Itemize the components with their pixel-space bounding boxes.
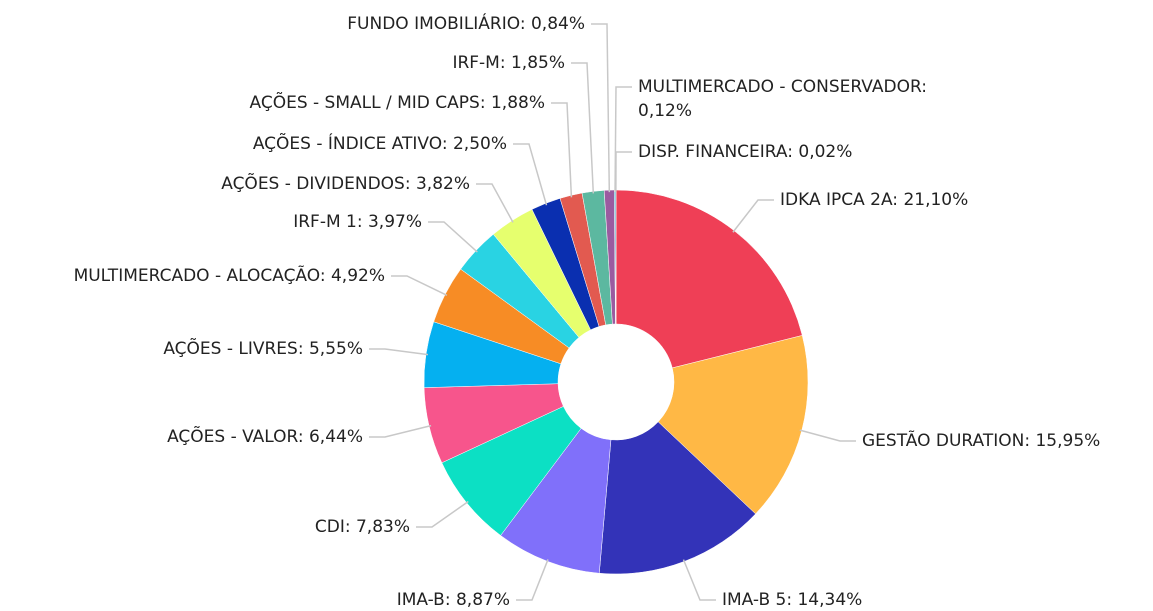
slice-value: 5,55% <box>309 339 363 359</box>
slice-label: AÇÕES - DIVIDENDOS: 3,82% <box>221 172 470 194</box>
slice-category: AÇÕES - VALOR: <box>167 425 304 447</box>
leader-line <box>551 102 573 198</box>
slice-category: GESTÃO DURATION: <box>862 429 1030 451</box>
slice-label: IDKA IPCA 2A: 21,10% <box>780 190 968 210</box>
slice-value: 4,92% <box>331 266 385 286</box>
leader-line <box>614 86 632 193</box>
slice-category: MULTIMERCADO - CONSERVADOR: <box>638 77 927 97</box>
slice-label: MULTIMERCADO - ALOCAÇÃO: 4,92% <box>74 264 385 286</box>
slice-category: DISP. FINANCEIRA: <box>638 142 793 162</box>
slice-category: IMA-B: <box>397 590 451 610</box>
slice-value: 15,95% <box>1035 431 1100 451</box>
slice-label: AÇÕES - SMALL / MID CAPS: 1,88% <box>250 91 546 113</box>
slice-label: AÇÕES - ÍNDICE ATIVO: 2,50% <box>253 132 507 154</box>
leader-line <box>369 348 429 356</box>
slice-label: IRF-M 1: 3,97% <box>293 212 422 232</box>
slice-category: IDKA IPCA 2A: <box>780 190 898 210</box>
slice-category: IMA-B 5: <box>722 590 792 610</box>
slice-category: AÇÕES - DIVIDENDOS: <box>221 172 410 194</box>
slice-category: FUNDO IMOBILIÁRIO: <box>347 12 525 34</box>
slice-value: 6,44% <box>309 427 363 447</box>
slice-category: AÇÕES - ÍNDICE ATIVO: <box>253 132 448 154</box>
slice-category: MULTIMERCADO - ALOCAÇÃO: <box>74 264 326 286</box>
slice-category: AÇÕES - SMALL / MID CAPS: <box>250 91 486 113</box>
leader-line <box>428 221 478 253</box>
leader-line <box>615 151 632 193</box>
slice-value: 3,97% <box>368 212 422 232</box>
slice-category: CDI: <box>315 517 351 537</box>
slice-value: 0,12% <box>638 101 692 121</box>
slice-label: DISP. FINANCEIRA: 0,02% <box>638 142 852 162</box>
donut-slice <box>598 421 756 575</box>
slice-value: 7,83% <box>356 517 410 537</box>
slice-value: 1,88% <box>491 93 545 113</box>
leader-line <box>682 559 716 601</box>
slice-label: FUNDO IMOBILIÁRIO: 0,84% <box>347 12 585 34</box>
leader-line <box>516 559 549 601</box>
slice-label: IRF-M: 1,85% <box>452 53 565 73</box>
slice-label: MULTIMERCADO - CONSERVADOR: 0,12% <box>638 77 927 121</box>
donut-slice <box>615 189 803 369</box>
slice-value: 2,50% <box>453 134 507 154</box>
donut-slice <box>657 335 809 515</box>
slice-label: AÇÕES - VALOR: 6,44% <box>167 425 363 447</box>
slice-label: GESTÃO DURATION: 15,95% <box>862 429 1100 451</box>
slice-value: 21,10% <box>903 190 968 210</box>
slice-label: IMA-B: 8,87% <box>397 590 510 610</box>
leader-line <box>369 424 432 438</box>
slice-label: AÇÕES - LIVRES: 5,55% <box>163 337 363 359</box>
leader-line <box>591 23 611 193</box>
slice-label: IMA-B 5: 14,34% <box>722 590 862 610</box>
leader-line <box>571 62 595 194</box>
slice-category: IRF-M 1: <box>293 212 362 232</box>
slice-category: AÇÕES - LIVRES: <box>163 337 303 359</box>
slice-value: 14,34% <box>797 590 862 610</box>
leader-line <box>391 275 448 296</box>
leader-line <box>732 199 774 233</box>
slice-value: 3,82% <box>416 174 470 194</box>
slice-category: IRF-M: <box>452 53 505 73</box>
slice-value: 8,87% <box>456 590 510 610</box>
slice-value: 1,85% <box>511 53 565 73</box>
slice-label: CDI: 7,83% <box>315 517 410 537</box>
slice-value: 0,02% <box>798 142 852 162</box>
slice-value: 0,84% <box>531 14 585 34</box>
leader-line <box>513 143 548 206</box>
leader-line <box>416 500 469 528</box>
leader-line <box>799 429 856 442</box>
leader-line <box>476 183 514 223</box>
